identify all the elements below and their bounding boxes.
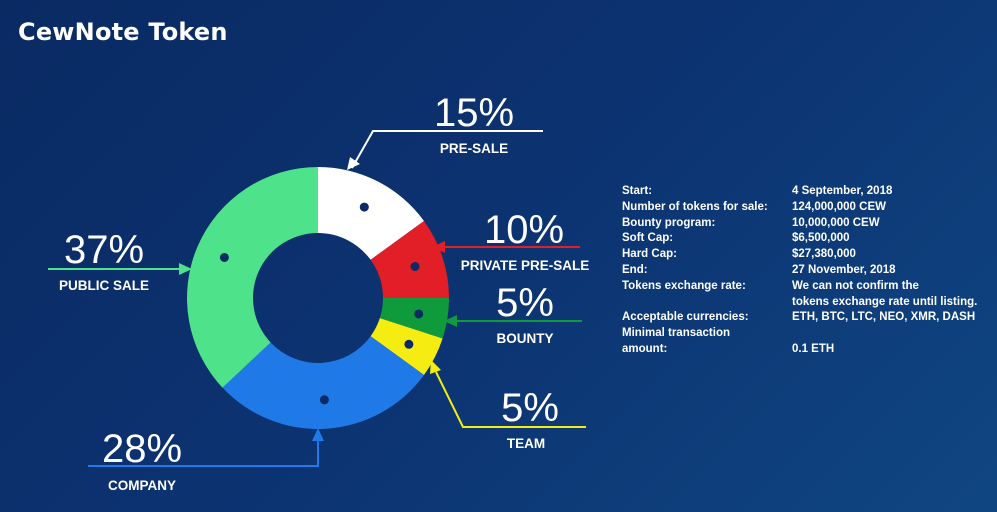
info-value: $6,500,000 <box>792 232 850 245</box>
info-value: 0.1 ETH <box>792 342 835 355</box>
pct-label-team: 5% <box>501 386 559 430</box>
leader-arrow-team <box>430 360 441 374</box>
donut-slice-company <box>222 336 424 430</box>
info-row-minimal-transaction: Minimal transaction amount: 0.1 ETH <box>622 326 834 358</box>
page-title: CewNote Token <box>18 18 228 46</box>
callout-bounty: 5% BOUNTY <box>444 281 582 346</box>
info-row-exchange-rate: Tokens exchange rate: We can not confirm… <box>622 279 977 311</box>
slice-label-company: COMPANY <box>108 478 176 493</box>
leader-arrow-presale <box>347 157 360 170</box>
leader-arrow-company <box>312 428 324 441</box>
slice-marker-company <box>319 395 329 405</box>
info-key: Bounty program: <box>622 216 716 229</box>
info-row-tokens-for-sale: Number of tokens for sale: 124,000,000 C… <box>622 200 886 216</box>
slice-label-team: TEAM <box>507 436 545 451</box>
info-value: 4 September, 2018 <box>792 185 893 197</box>
leader-arrow-private <box>432 241 445 253</box>
info-value: We can not confirm the tokens exchange r… <box>792 279 978 308</box>
pct-label-public-sale: 37% <box>64 228 144 272</box>
info-key: Acceptable currencies: <box>622 311 749 324</box>
token-sale-info: Start: 4 September, 2018 Number of token… <box>622 184 977 358</box>
slice-marker-public-sale <box>219 252 229 262</box>
info-key: Start: <box>622 185 653 197</box>
slice-label-pre-sale: PRE-SALE <box>440 141 508 156</box>
info-row-soft-cap: Soft Cap: $6,500,000 <box>622 231 850 247</box>
slice-marker-bounty <box>414 309 424 319</box>
slice-marker-private-pre-sale <box>410 261 420 271</box>
callout-company: 28% COMPANY <box>88 427 324 493</box>
info-row-bounty-program: Bounty program: 10,000,000 CEW <box>622 216 880 232</box>
pct-label-private-pre-sale: 10% <box>484 208 564 252</box>
info-value: ETH, BTC, LTC, NEO, XMR, DASH <box>792 311 976 324</box>
info-value: 27 November, 2018 <box>792 263 896 276</box>
info-key: Hard Cap: <box>622 248 677 261</box>
info-key: Tokens exchange rate: <box>622 279 746 292</box>
info-row-start: Start: 4 September, 2018 <box>622 184 892 200</box>
leader-line-presale <box>351 130 543 169</box>
info-row-hard-cap: Hard Cap: $27,380,000 <box>622 247 856 263</box>
donut-slice-pre-sale <box>318 167 424 260</box>
donut-slice-private-pre-sale <box>370 221 449 298</box>
leader-line-team <box>435 371 586 428</box>
info-key: End: <box>622 263 648 276</box>
info-row-end: End: 27 November, 2018 <box>622 263 896 279</box>
donut-slice-bounty <box>379 298 449 339</box>
info-value: 124,000,000 CEW <box>792 200 886 213</box>
info-row-currencies: Acceptable currencies: ETH, BTC, LTC, NE… <box>622 310 975 326</box>
slice-marker-team <box>404 339 414 349</box>
info-value: 10,000,000 CEW <box>792 216 880 229</box>
callout-public-sale: 37% PUBLIC SALE <box>48 228 192 293</box>
callout-private-pre-sale: 10% PRIVATE PRE-SALE <box>432 208 589 273</box>
callout-pre-sale: 15% PRE-SALE <box>347 91 543 170</box>
slice-marker-pre-sale <box>359 202 369 212</box>
slice-label-public-sale: PUBLIC SALE <box>59 278 149 293</box>
pct-label-pre-sale: 15% <box>434 91 514 135</box>
info-key: Minimal transaction amount: <box>622 327 730 355</box>
pct-label-bounty: 5% <box>496 281 554 325</box>
leader-line-company <box>88 440 319 467</box>
slice-label-bounty: BOUNTY <box>497 331 554 346</box>
donut-slice-public-sale <box>187 167 318 388</box>
callout-team: 5% TEAM <box>430 360 586 451</box>
leader-arrow-public <box>179 263 192 275</box>
info-value: $27,380,000 <box>792 248 856 261</box>
info-key: Number of tokens for sale: <box>622 200 768 213</box>
pct-label-company: 28% <box>102 427 182 471</box>
slice-label-private-pre-sale: PRIVATE PRE-SALE <box>461 258 590 273</box>
leader-arrow-bounty <box>444 315 457 327</box>
info-key: Soft Cap: <box>622 232 674 245</box>
